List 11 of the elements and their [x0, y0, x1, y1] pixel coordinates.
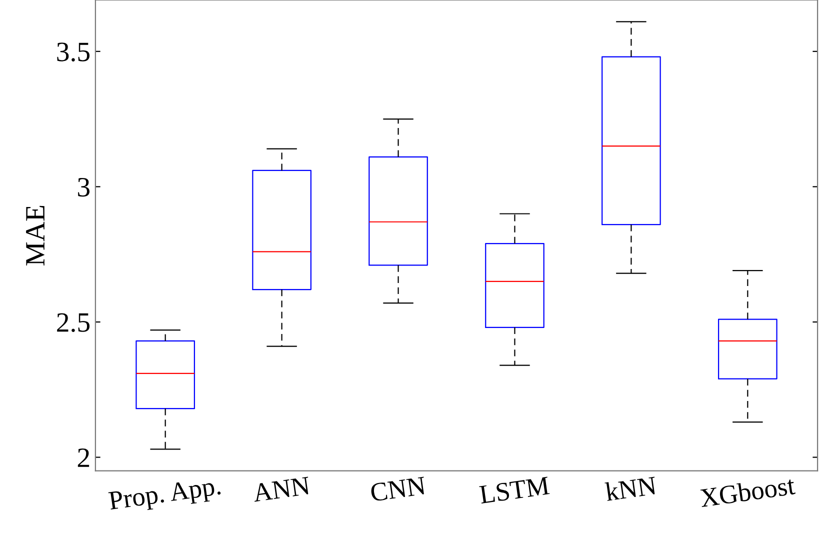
x-tick-label: XGboost — [699, 476, 796, 508]
x-tick-label: LSTM — [479, 476, 550, 504]
y-tick-label: 2 — [78, 448, 90, 467]
y-tick-label: 3.5 — [57, 42, 90, 62]
x-tick-label: Prop. App. — [108, 476, 222, 516]
x-tick-label: ANN — [252, 476, 310, 502]
y-tick-label: 3 — [78, 178, 90, 197]
x-tick-label: kNN — [604, 476, 657, 501]
y-tick-label: 2.5 — [57, 313, 90, 332]
x-tick-label: CNN — [370, 476, 426, 502]
y-axis-title: MAE — [26, 206, 44, 266]
